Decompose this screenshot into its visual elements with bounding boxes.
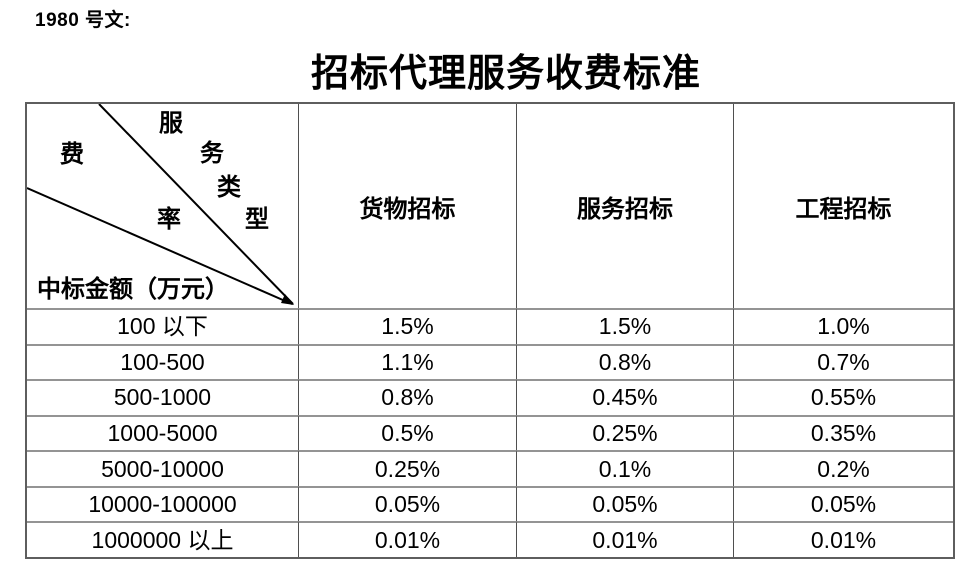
fee-value: 1.5% xyxy=(516,308,733,344)
fee-value: 0.8% xyxy=(516,343,733,380)
fee-value: 0.8% xyxy=(298,379,516,415)
corner-rate-char: 率 xyxy=(157,207,181,233)
corner-type-char: 务 xyxy=(200,141,224,167)
page-title: 招标代理服务收费标准 xyxy=(310,53,701,95)
fee-value: 0.25% xyxy=(298,450,516,486)
corner-amount-label: 中标金额（万元） xyxy=(37,277,229,303)
row-label: 10000-100000 xyxy=(27,485,298,522)
corner-rate-char: 费 xyxy=(60,142,84,168)
row-label: 1000000 以上 xyxy=(27,521,298,557)
column-header-engineering: 工程招标 xyxy=(733,104,953,308)
fee-table: 服 务 类 型 费 率 中标金额（万元） 货物招标 服务招标 工程招标 100 … xyxy=(25,102,955,559)
row-label: 1000-5000 xyxy=(27,414,298,451)
fee-value: 0.5% xyxy=(298,414,516,451)
corner-type-char: 服 xyxy=(159,111,183,137)
fee-value: 1.5% xyxy=(298,308,516,344)
doc-reference: 1980 号文: xyxy=(35,10,131,31)
fee-value: 0.35% xyxy=(733,414,953,451)
corner-type-char: 类 xyxy=(217,175,241,201)
fee-value: 0.45% xyxy=(516,379,733,415)
fee-value: 0.05% xyxy=(298,485,516,522)
fee-value: 0.55% xyxy=(733,379,953,415)
fee-value: 0.2% xyxy=(733,450,953,486)
arrowhead-icon xyxy=(281,294,294,305)
row-label: 500-1000 xyxy=(27,379,298,415)
fee-value: 0.01% xyxy=(298,521,516,557)
fee-value: 0.05% xyxy=(516,485,733,522)
row-label: 100 以下 xyxy=(27,308,298,344)
table-corner-cell: 服 务 类 型 费 率 中标金额（万元） xyxy=(27,104,298,308)
fee-value: 0.05% xyxy=(733,485,953,522)
corner-type-char: 型 xyxy=(245,207,269,233)
fee-value: 1.1% xyxy=(298,343,516,380)
column-header-goods: 货物招标 xyxy=(298,104,516,308)
fee-value: 0.7% xyxy=(733,343,953,380)
column-header-services: 服务招标 xyxy=(516,104,733,308)
fee-value: 0.25% xyxy=(516,414,733,451)
row-label: 100-500 xyxy=(27,343,298,380)
row-label: 5000-10000 xyxy=(27,450,298,486)
fee-value: 0.01% xyxy=(516,521,733,557)
fee-value: 1.0% xyxy=(733,308,953,344)
diagonal-divider-lines xyxy=(27,104,294,305)
fee-value: 0.1% xyxy=(516,450,733,486)
fee-value: 0.01% xyxy=(733,521,953,557)
